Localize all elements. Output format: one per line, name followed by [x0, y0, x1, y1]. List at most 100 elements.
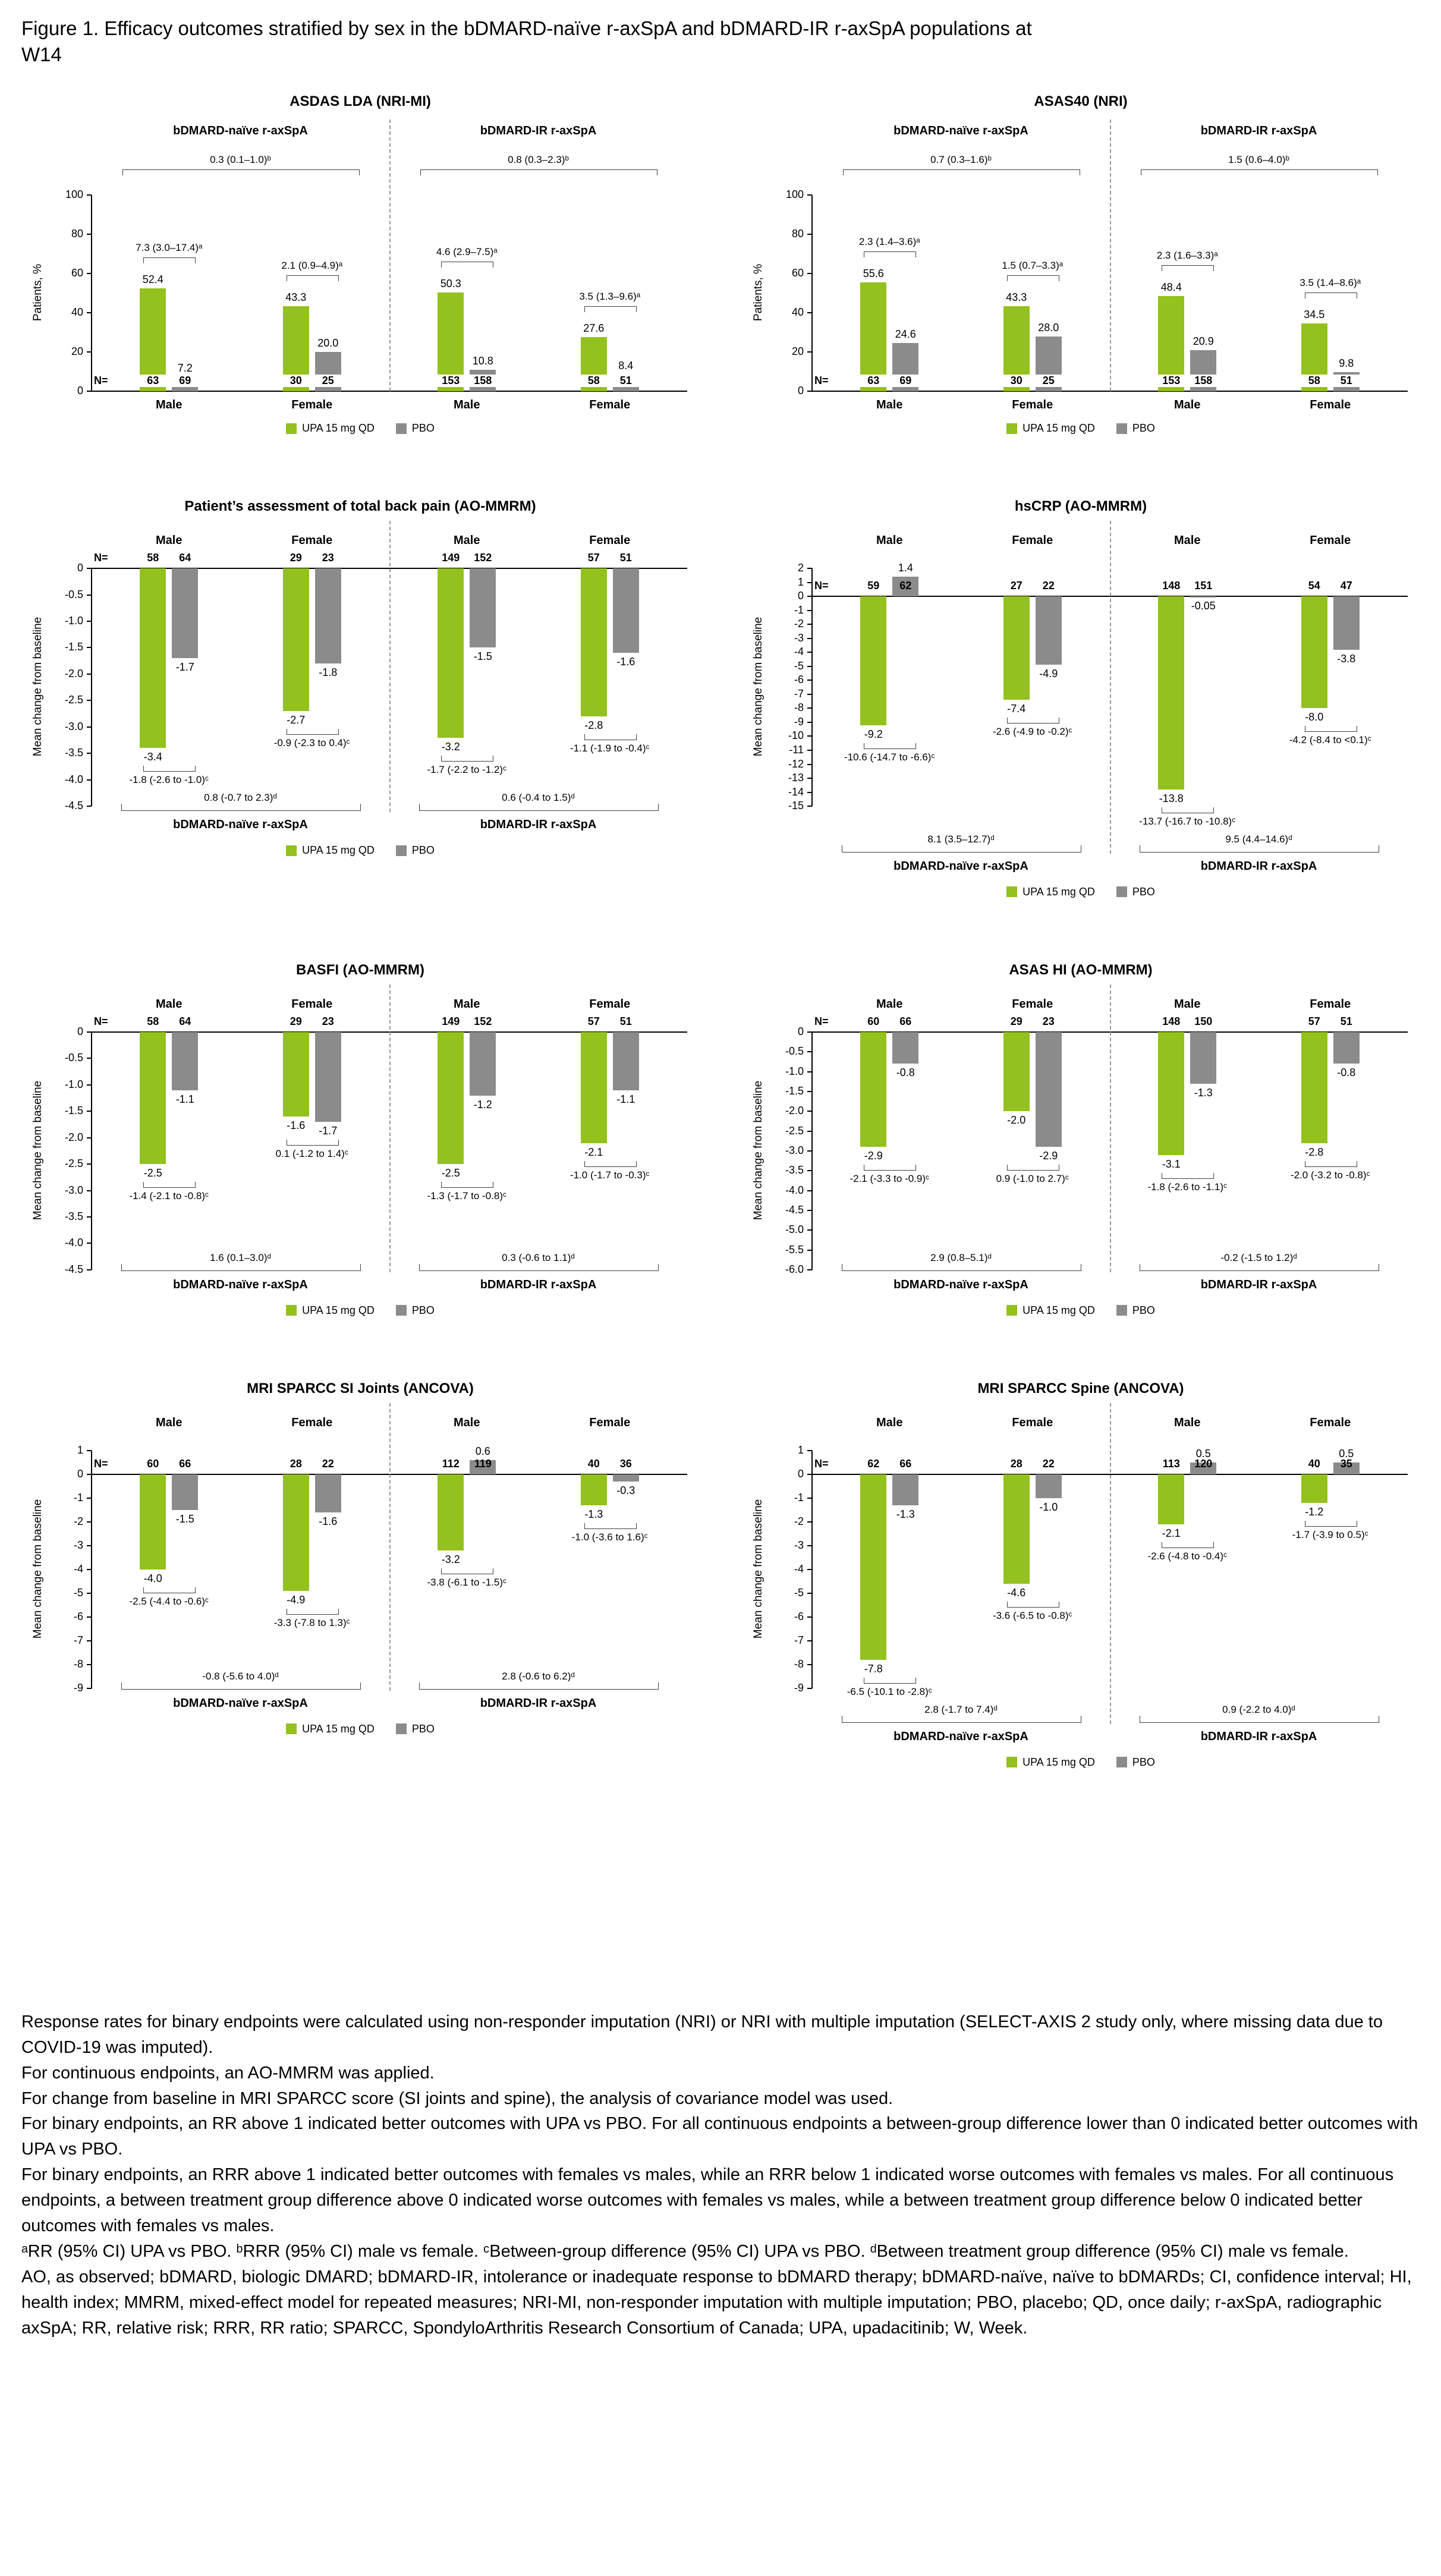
diff-annotation: -2.0 (-3.2 to -0.8)ᶜ: [1290, 1169, 1370, 1181]
value-label-upa: -7.8: [864, 1662, 883, 1675]
value-label-upa: -2.5: [143, 1167, 162, 1180]
diff-annotation: -1.8 (-2.6 to -1.1)ᶜ: [1147, 1181, 1228, 1193]
y-tick: [87, 1243, 92, 1244]
y-axis-line: [91, 1031, 92, 1270]
bar-upa: [860, 596, 887, 725]
rr-annotation: 2.3 (1.6–3.3)ᵃ: [1156, 250, 1218, 262]
legend: UPA 15 mg QD PBO: [19, 422, 701, 435]
y-tick-label: -1: [794, 603, 804, 616]
rrr-annotation: 0.3 (0.1–1.0)ᵇ: [210, 154, 271, 166]
diff-annotation: -3.8 (-6.1 to -1.5)ᶜ: [427, 1576, 507, 1588]
y-tick-label: -6: [794, 1610, 804, 1622]
n-label-upa: 40: [587, 1457, 600, 1470]
y-tick: [807, 1170, 812, 1172]
population-header: bDMARD-IR r-axSpA: [1200, 124, 1317, 138]
population-divider: [1110, 984, 1111, 1272]
n-label-pbo: 51: [1328, 375, 1364, 388]
group-label-female: Female: [589, 534, 631, 548]
legend-item-upa: UPA 15 mg QD: [1006, 886, 1095, 898]
n-label-upa: 57: [587, 552, 600, 564]
n-label-upa: 57: [587, 1015, 600, 1027]
y-tick: [87, 568, 92, 570]
n-label-pbo: 22: [1042, 580, 1055, 592]
value-label-upa: -13.8: [1159, 792, 1184, 804]
legend-swatch-pbo: [1116, 423, 1127, 434]
chart-mri-sparcc-si: MRI SPARCC SI Joints (ANCOVA) Mean change…: [19, 1378, 701, 1750]
y-tick: [807, 1031, 812, 1033]
between-group-bracket: [121, 804, 361, 812]
y-tick-label: -15: [788, 800, 804, 812]
y-axis-line: [91, 568, 92, 807]
group-label-female: Female: [589, 1416, 631, 1429]
value-label-pbo: -0.05: [1191, 600, 1216, 612]
bar-pbo: [1190, 1031, 1217, 1084]
legend-item-upa: UPA 15 mg QD: [1006, 1304, 1095, 1317]
bar-upa: [860, 282, 887, 392]
value-label-pbo: -1.3: [896, 1508, 915, 1520]
value-label-pbo: -1.6: [616, 656, 635, 668]
diff-bracket: [441, 1182, 494, 1188]
y-tick-label: -1.0: [64, 1078, 83, 1090]
legend-item-pbo: PBO: [395, 422, 435, 435]
n-label-upa: 148: [1162, 1015, 1181, 1027]
y-tick-label: -7: [73, 1634, 83, 1646]
bar-pbo: [1035, 1474, 1062, 1498]
population-label: bDMARD-naïve r-axSpA: [173, 1278, 308, 1291]
y-tick: [807, 1497, 812, 1499]
value-label-upa: -2.7: [287, 714, 306, 726]
between-group-annotation: 1.6 (0.1–3.0)ᵈ: [210, 1251, 271, 1263]
n-label-pbo: 64: [179, 1015, 191, 1027]
bar-pbo: [172, 1031, 199, 1090]
rr-bracket: [1304, 292, 1357, 299]
bar-pbo: [470, 568, 496, 648]
value-label-upa: -2.9: [864, 1150, 883, 1162]
y-tick-label: -7: [794, 1634, 804, 1646]
rr-bracket: [1006, 275, 1059, 282]
y-tick: [807, 1071, 812, 1072]
y-tick-label: -8: [794, 702, 804, 714]
bar-upa: [1003, 1031, 1030, 1112]
y-tick: [87, 1058, 92, 1059]
y-tick-label: -0.5: [64, 588, 83, 600]
group-label-male: Male: [1174, 398, 1201, 412]
group-label-male: Male: [454, 398, 480, 412]
legend-swatch-upa: [1006, 423, 1018, 434]
y-tick: [87, 700, 92, 702]
y-tick-label: -4.0: [64, 1237, 83, 1249]
diff-annotation: -10.6 (-14.7 to -6.6)ᶜ: [844, 751, 935, 763]
y-tick: [807, 581, 812, 583]
y-axis-label: Patients, %: [32, 264, 44, 322]
n-label-pbo: 25: [310, 375, 346, 388]
diff-annotation: -6.5 (-10.1 to -2.8)ᶜ: [847, 1685, 932, 1697]
group-label-male: Male: [1174, 1416, 1201, 1429]
population-divider: [1110, 521, 1111, 854]
bar-upa: [860, 1031, 887, 1147]
rrr-bracket: [1141, 169, 1378, 176]
diff-bracket: [143, 1182, 196, 1188]
value-label-pbo: -1.2: [473, 1098, 492, 1111]
charts-grid: ASDAS LDA (NRI-MI) Patients, % 0 20 40 60 80 10…: [0, 87, 1441, 1784]
n-equals-label: N=: [814, 1015, 829, 1027]
population-label: bDMARD-IR r-axSpA: [1200, 1278, 1317, 1291]
value-label-upa: -8.0: [1305, 711, 1324, 724]
legend-label-pbo: PBO: [411, 422, 435, 435]
y-tick-label: -11: [789, 743, 804, 756]
rr-bracket: [1162, 265, 1215, 272]
n-label-upa: 59: [867, 580, 880, 592]
n-label-upa: 28: [290, 1457, 302, 1470]
group-label-male: Male: [156, 398, 183, 412]
y-tick: [87, 1616, 92, 1618]
value-label-upa: 43.3: [285, 291, 307, 304]
chart-title: Patient’s assessment of total back pain …: [184, 498, 536, 515]
legend-swatch-upa: [286, 1305, 297, 1316]
y-tick: [807, 234, 812, 235]
between-group-bracket: [842, 845, 1081, 853]
y-tick-label: -2.5: [64, 694, 83, 706]
y-tick-label: -5.0: [785, 1223, 804, 1236]
y-tick: [807, 778, 812, 779]
y-axis-label: Mean change from baseline: [32, 1080, 44, 1221]
y-tick-label: 60: [71, 267, 83, 279]
legend: UPA 15 mg QD PBO: [740, 886, 1422, 898]
group-label-male: Male: [454, 1416, 480, 1429]
rr-annotation: 2.1 (0.9–4.9)ᵃ: [281, 260, 343, 272]
